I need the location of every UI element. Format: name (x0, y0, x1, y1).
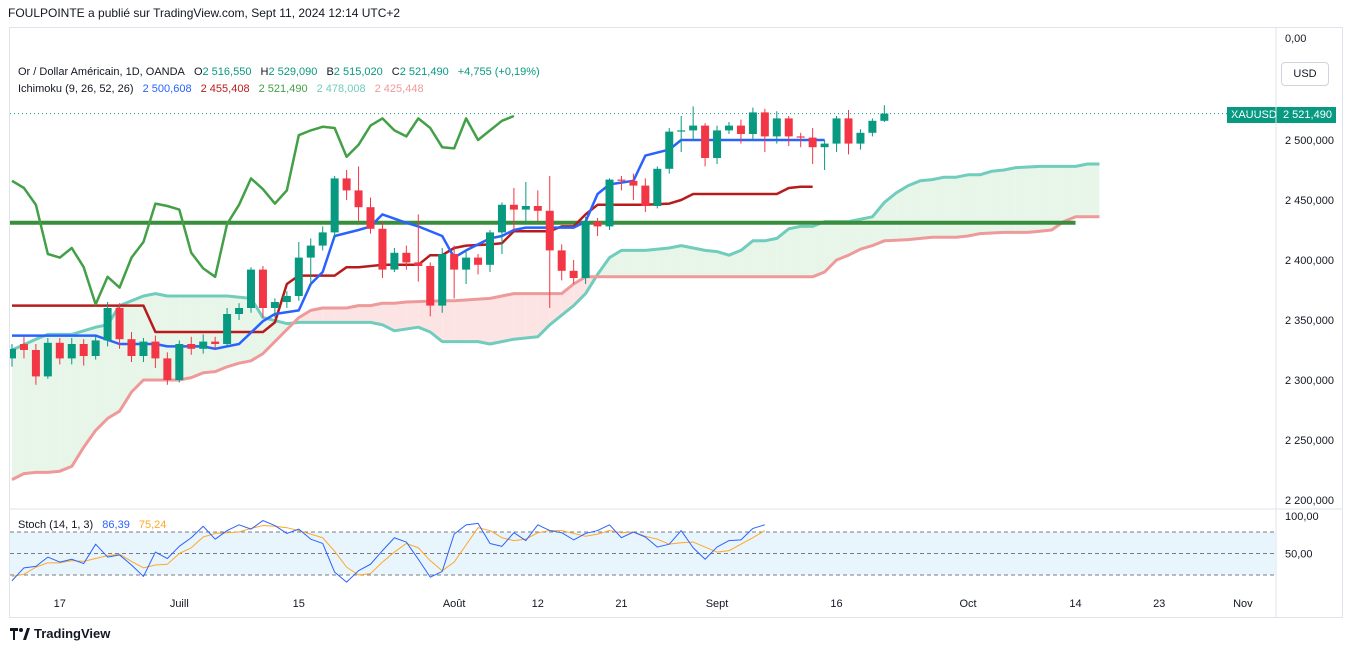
symbol-title[interactable]: Or / Dollar Américain, 1D, OANDA (18, 66, 185, 78)
chart-frame (9, 27, 1343, 618)
stoch-d-value: 75,24 (138, 519, 167, 531)
open-label: O (193, 66, 203, 78)
publish-caption: FOULPOINTE a publié sur TradingView.com,… (8, 6, 401, 20)
tradingview-logo[interactable]: TradingView (10, 626, 110, 641)
open-value: 2 516,550 (202, 66, 252, 78)
span-b-value: 2 425,448 (374, 83, 424, 95)
close-label: C (391, 66, 400, 78)
low-label: B (326, 66, 334, 78)
change-value: +4,755 (+0,19%) (457, 66, 540, 78)
span-a-value: 2 478,008 (316, 83, 366, 95)
ichimoku-legend: Ichimoku (9, 26, 52, 26) 2 500,608 2 455… (18, 83, 430, 95)
ichimoku-label[interactable]: Ichimoku (9, 26, 52, 26) (18, 83, 134, 95)
close-value: 2 521,490 (399, 66, 449, 78)
kijun-value: 2 455,408 (200, 83, 250, 95)
stoch-k-value: 86,39 (102, 519, 130, 531)
high-value: 2 529,090 (268, 66, 318, 78)
currency-button[interactable]: USD (1281, 62, 1329, 86)
brand-name: TradingView (34, 626, 111, 641)
stoch-label[interactable]: Stoch (14, 1, 3) (18, 519, 94, 531)
last-price-tag: 2 521,490 (1279, 107, 1336, 123)
tenkan-value: 2 500,608 (142, 83, 192, 95)
low-value: 2 515,020 (333, 66, 383, 78)
tradingview-logo-icon (10, 627, 30, 640)
symbol-legend: Or / Dollar Américain, 1D, OANDA O2 516,… (18, 66, 540, 78)
stoch-legend: Stoch (14, 1, 3) 86,39 75,24 (18, 519, 172, 531)
symbol-price-tag: XAUUSD (1227, 107, 1281, 123)
high-label: H (260, 66, 269, 78)
chikou-value: 2 521,490 (258, 83, 308, 95)
